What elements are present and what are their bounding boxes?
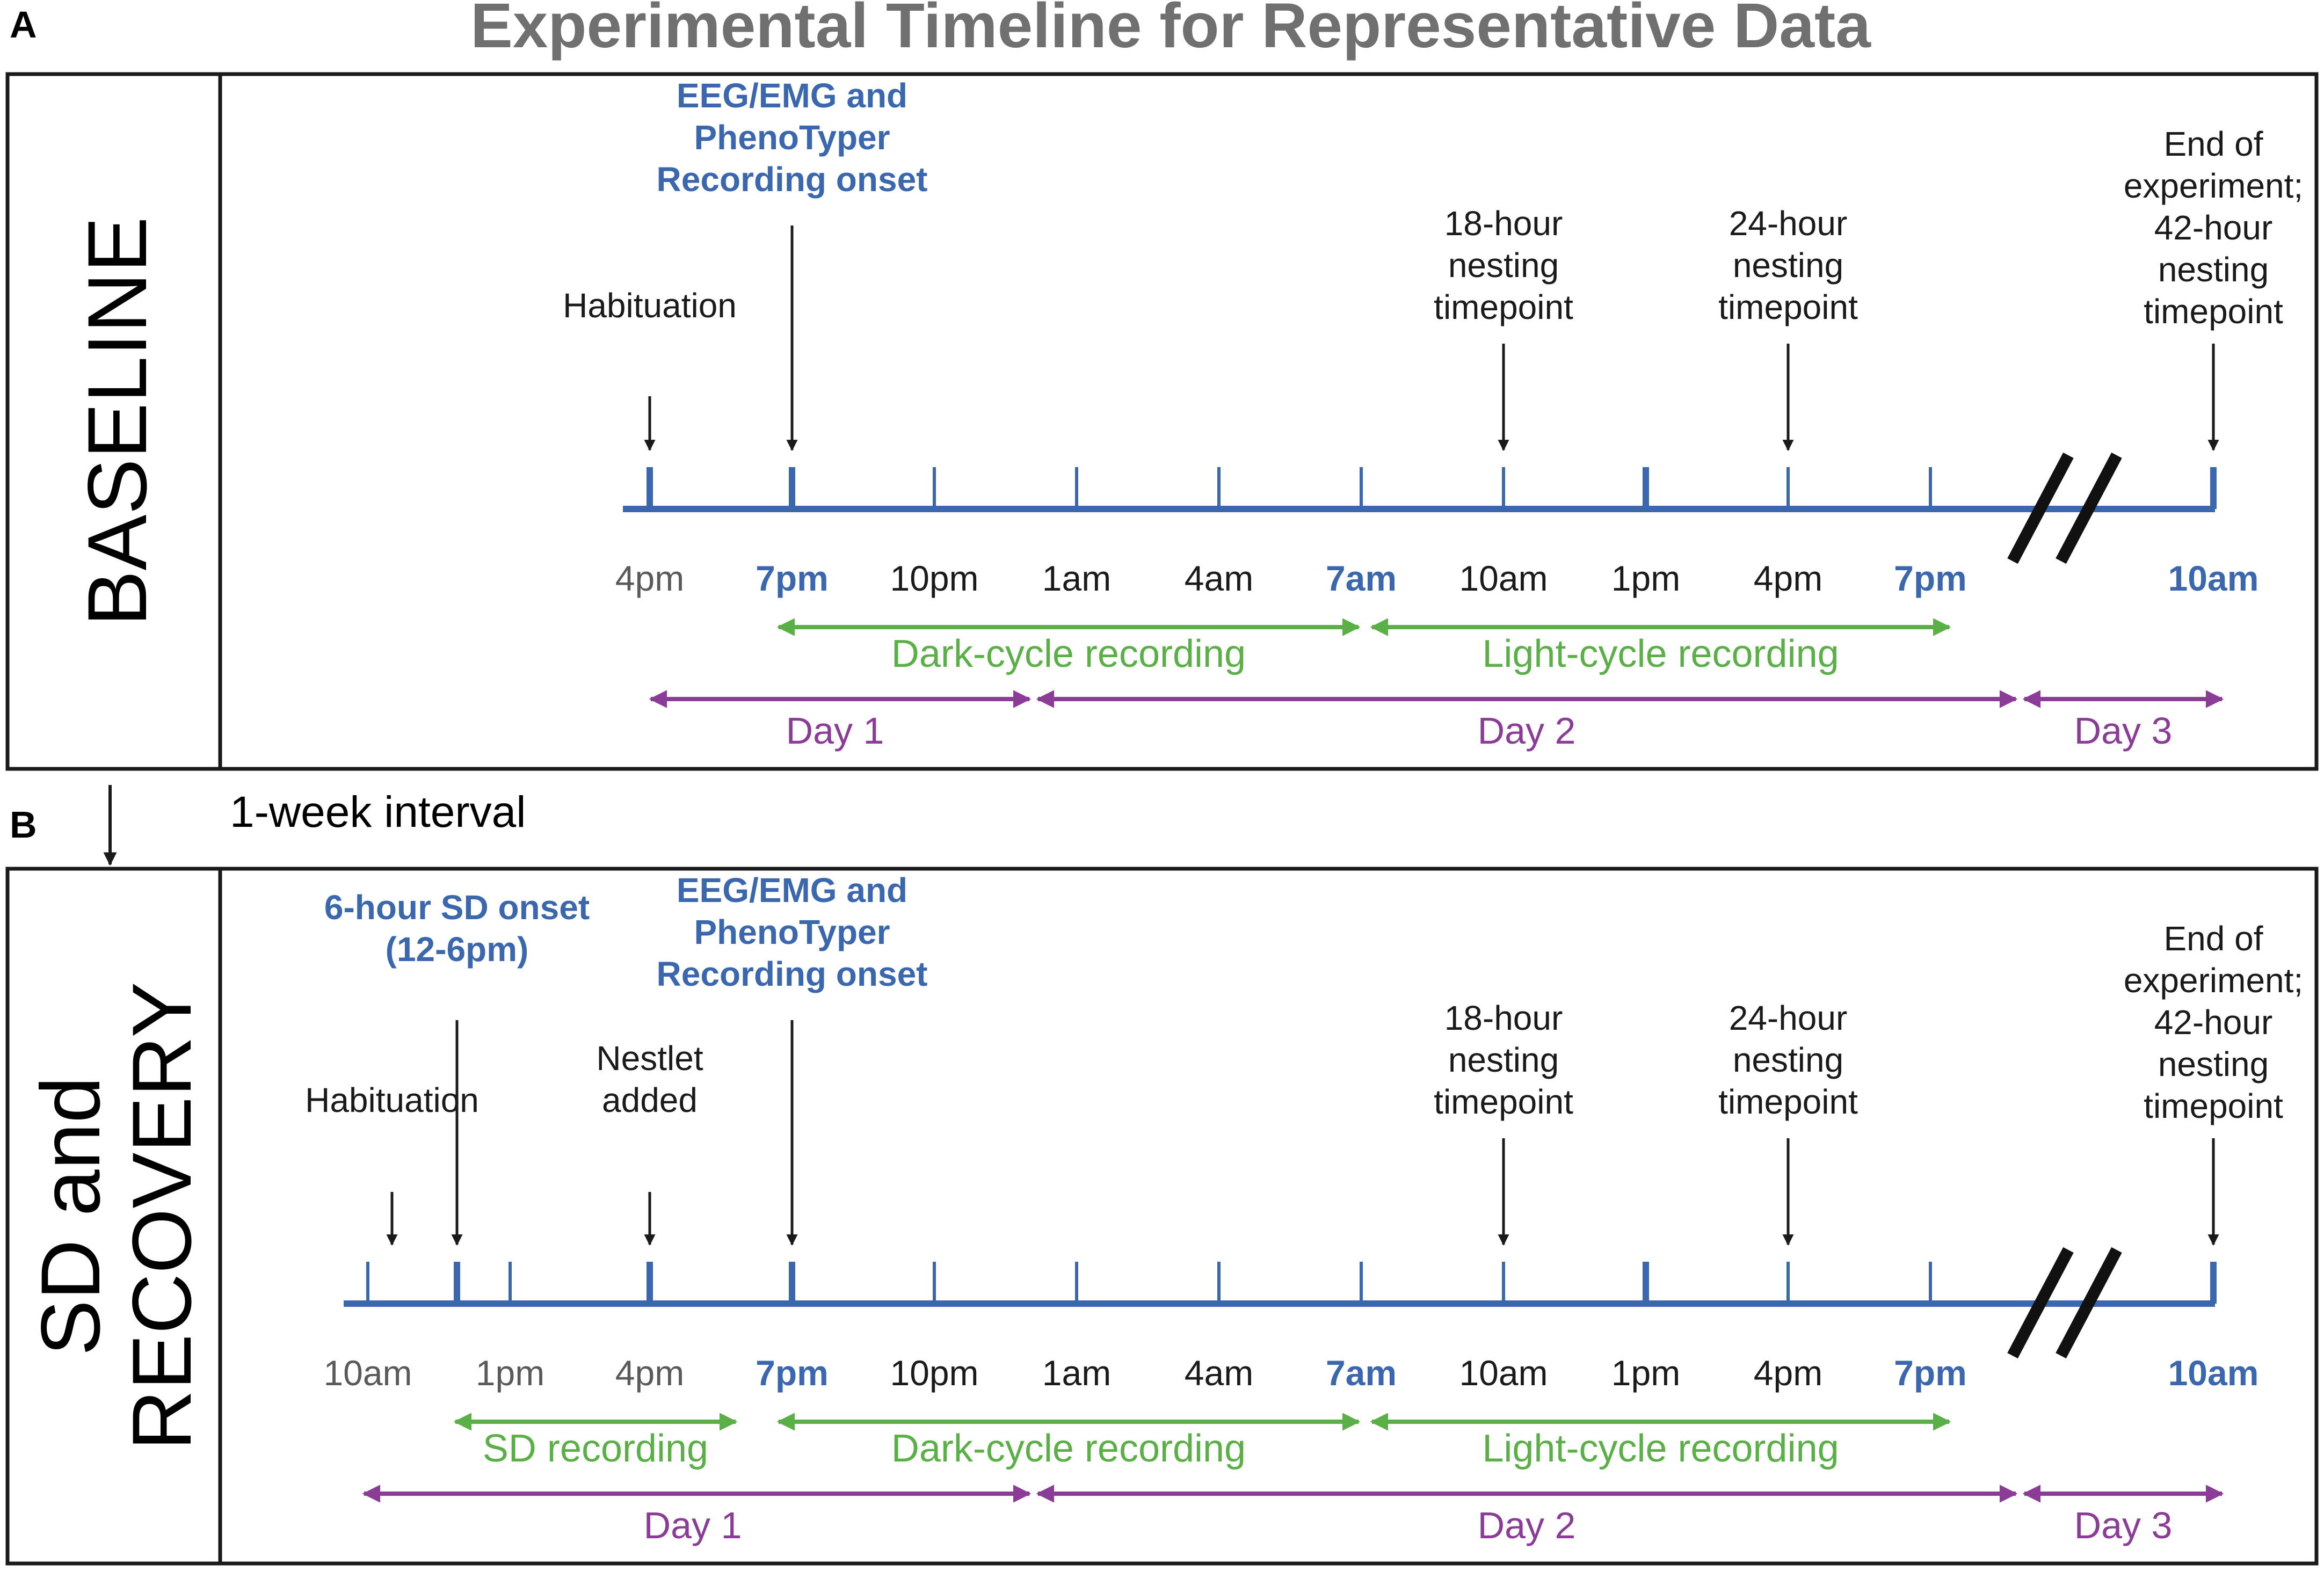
- panel-a-timeline: 4pm 7pm 10pm 1am 4am 7am 10am 1pm 4pm 7pm 10am Habi…: [563, 76, 2303, 752]
- recording-span-label: Light-cycle recording: [1482, 1427, 1839, 1470]
- event-label: nesting: [1733, 246, 1843, 285]
- event-label: timepoint: [1718, 288, 1858, 326]
- recording-span-label: Light-cycle recording: [1482, 632, 1839, 675]
- panel-b-timeline: 10am 1pm 4pm 7pm 10pm 1am 4am 7am 10am 1pm 4pm 7pm 1…: [305, 871, 2303, 1546]
- event-label: 6-hour SD onset: [324, 888, 590, 927]
- panel-a-letter: A: [10, 4, 37, 46]
- time-label: 1pm: [476, 1353, 544, 1393]
- time-label: 7pm: [756, 558, 829, 598]
- time-label: 4pm: [1754, 1353, 1822, 1393]
- panel-b-frame: [5, 867, 2319, 1566]
- event-label: nesting: [1448, 1041, 1559, 1079]
- panel-b-side-label-line1: SD and: [24, 1077, 118, 1356]
- event-label: nesting: [2158, 250, 2269, 289]
- time-label: 1pm: [1611, 1353, 1680, 1393]
- panel-a-frame: [5, 72, 2319, 771]
- day-span-label: Day 2: [1478, 1504, 1576, 1546]
- day-span-label: Day 2: [1478, 710, 1576, 752]
- time-label: 7am: [1326, 1353, 1397, 1393]
- event-label: 18-hour: [1444, 999, 1563, 1037]
- time-label: 1am: [1042, 1353, 1111, 1393]
- time-label: 10am: [323, 1353, 412, 1393]
- figure-title: Experimental Timeline for Representative…: [470, 0, 1871, 61]
- event-label: nesting: [1733, 1041, 1843, 1079]
- event-label: timepoint: [2144, 1087, 2283, 1125]
- time-label: 10pm: [890, 1353, 978, 1393]
- event-label: 42-hour: [2154, 208, 2273, 247]
- recording-span-label: SD recording: [483, 1427, 708, 1470]
- event-label: experiment;: [2124, 961, 2303, 1000]
- time-label: 4pm: [615, 1353, 684, 1393]
- time-label: 4pm: [615, 558, 684, 598]
- time-label: 7pm: [1894, 558, 1967, 598]
- event-label: (12-6pm): [386, 930, 529, 969]
- time-label: 1am: [1042, 558, 1111, 598]
- day-span-label: Day 3: [2074, 1504, 2173, 1546]
- axis-break-mark: [2056, 1247, 2122, 1359]
- panel-b-side-label-line2: RECOVERY: [115, 982, 209, 1451]
- panel-b-letter: B: [10, 804, 37, 846]
- event-label: Habituation: [305, 1081, 479, 1119]
- panel-b: SD and RECOVERY 10am 1pm 4pm 7pm 10pm 1am 4am 7…: [5, 867, 2319, 1566]
- event-label: experiment;: [2124, 166, 2303, 205]
- event-label: PhenoTyper: [694, 913, 890, 951]
- event-label: timepoint: [1434, 1082, 1573, 1121]
- event-label: 24-hour: [1729, 204, 1848, 243]
- event-label: EEG/EMG and: [677, 76, 907, 115]
- time-label: 7am: [1326, 558, 1397, 598]
- recording-span-label: Dark-cycle recording: [891, 1427, 1246, 1470]
- interval-label: 1-week interval: [230, 788, 526, 837]
- time-label: 10am: [2168, 558, 2259, 598]
- event-label: Nestlet: [596, 1039, 703, 1078]
- event-label: Recording onset: [657, 955, 928, 993]
- time-label: 1pm: [1611, 558, 1680, 598]
- recording-span-label: Dark-cycle recording: [891, 632, 1246, 675]
- time-label: 7pm: [756, 1353, 829, 1393]
- panel-a: BASELINE 4pm 7pm 10pm 1am 4am 7am 10am 1pm 4pm 7p…: [5, 72, 2319, 771]
- day-span-label: Day 3: [2074, 710, 2173, 752]
- time-label: 4pm: [1754, 558, 1822, 598]
- time-label: 10pm: [890, 558, 978, 598]
- time-label: 10am: [2168, 1353, 2259, 1393]
- event-label: nesting: [1448, 246, 1559, 285]
- panel-a-side-label: BASELINE: [71, 216, 164, 626]
- event-label: PhenoTyper: [694, 118, 890, 157]
- time-label: 10am: [1459, 558, 1548, 598]
- event-label: timepoint: [1718, 1082, 1858, 1121]
- day-span-label: Day 1: [786, 710, 884, 752]
- axis-break-mark: [2056, 452, 2122, 564]
- day-span-label: Day 1: [644, 1504, 742, 1546]
- event-label: added: [602, 1081, 698, 1119]
- event-label: End of: [2163, 125, 2263, 163]
- event-label: Recording onset: [657, 160, 928, 199]
- axis-break-mark: [2007, 452, 2074, 564]
- event-label: 24-hour: [1729, 999, 1848, 1037]
- event-label: Habituation: [563, 286, 737, 325]
- event-label: timepoint: [2144, 292, 2283, 331]
- time-label: 7pm: [1894, 1353, 1967, 1393]
- event-label: timepoint: [1434, 288, 1573, 326]
- event-label: End of: [2163, 919, 2263, 958]
- time-label: 4am: [1185, 1353, 1253, 1393]
- event-label: 42-hour: [2154, 1003, 2273, 1042]
- event-label: EEG/EMG and: [677, 871, 907, 910]
- event-label: nesting: [2158, 1045, 2269, 1083]
- time-label: 10am: [1459, 1353, 1548, 1393]
- time-label: 4am: [1185, 558, 1253, 598]
- event-label: 18-hour: [1444, 204, 1563, 243]
- axis-break-mark: [2007, 1247, 2074, 1359]
